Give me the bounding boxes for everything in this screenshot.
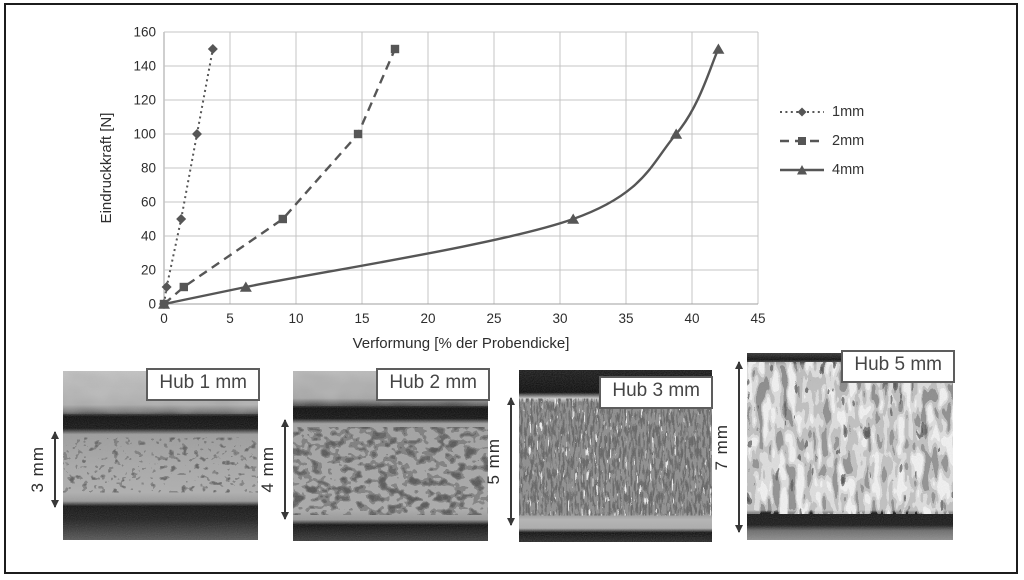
legend-label: 2mm — [832, 133, 865, 149]
legend-marker-triangle-icon — [780, 165, 824, 175]
legend-marker-diamond-icon — [780, 107, 824, 117]
svg-text:120: 120 — [133, 93, 156, 108]
specimen-hub-3mm: 5 mm Hub 3 mm — [484, 370, 713, 542]
thickness-measure-1: 3 mm — [28, 431, 59, 508]
thickness-measure-4: 7 mm — [712, 361, 743, 533]
svg-text:10: 10 — [288, 311, 303, 326]
svg-text:20: 20 — [420, 311, 435, 326]
svg-text:15: 15 — [354, 311, 369, 326]
hub-label-4: Hub 5 mm — [841, 350, 955, 383]
svg-text:60: 60 — [141, 195, 156, 210]
double-arrow-icon — [281, 419, 289, 520]
svg-text:5: 5 — [226, 311, 234, 326]
svg-text:80: 80 — [141, 161, 156, 176]
thickness-label-4: 7 mm — [712, 423, 731, 471]
svg-text:30: 30 — [552, 311, 567, 326]
svg-text:160: 160 — [133, 25, 156, 40]
legend-item-4mm: 4mm — [779, 162, 865, 178]
svg-text:Eindruckkraft [N]: Eindruckkraft [N] — [98, 113, 115, 224]
thickness-measure-3: 5 mm — [484, 397, 515, 526]
svg-text:140: 140 — [133, 59, 156, 74]
thickness-measure-2: 4 mm — [258, 419, 289, 520]
double-arrow-icon — [51, 431, 59, 508]
hub-label-3: Hub 3 mm — [599, 376, 713, 409]
chart-canvas: 0 5 10 15 20 25 30 35 40 45 0 20 40 60 80 100 120 140 160 V… — [98, 25, 766, 353]
legend-item-1mm: 1mm — [779, 104, 865, 120]
hub-label-1: Hub 1 mm — [146, 368, 260, 401]
svg-text:20: 20 — [141, 263, 156, 278]
chart-legend: 1mm 2mm 4mm — [779, 104, 865, 192]
legend-item-2mm: 2mm — [779, 133, 865, 149]
thickness-label-2: 4 mm — [258, 446, 277, 493]
svg-text:35: 35 — [618, 311, 633, 326]
double-arrow-icon — [507, 397, 515, 526]
double-arrow-icon — [735, 361, 743, 533]
svg-text:0: 0 — [160, 311, 168, 326]
specimen-hub-2mm: 4 mm Hub 2 mm — [258, 368, 490, 541]
thickness-label-1: 3 mm — [28, 446, 47, 493]
svg-text:100: 100 — [133, 127, 156, 142]
hub-label-2: Hub 2 mm — [376, 368, 490, 401]
legend-marker-square-icon — [780, 137, 824, 145]
micrograph-photo-4 — [747, 353, 953, 540]
thickness-label-3: 5 mm — [484, 438, 503, 485]
svg-text:25: 25 — [486, 311, 501, 326]
specimen-hub-5mm: 7 mm Hub 5 mm — [712, 350, 955, 540]
svg-text:0: 0 — [148, 297, 156, 312]
svg-text:40: 40 — [141, 229, 156, 244]
svg-text:40: 40 — [684, 311, 699, 326]
force-deformation-chart: 0 5 10 15 20 25 30 35 40 45 0 20 40 60 80 100 120 140 160 V… — [95, 14, 785, 359]
svg-text:Verformung [% der Probendicke]: Verformung [% der Probendicke] — [353, 335, 570, 352]
svg-text:45: 45 — [750, 311, 765, 326]
legend-label: 1mm — [832, 104, 865, 120]
specimen-hub-1mm: 3 mm Hub 1 mm — [28, 368, 260, 540]
legend-label: 4mm — [832, 162, 865, 178]
